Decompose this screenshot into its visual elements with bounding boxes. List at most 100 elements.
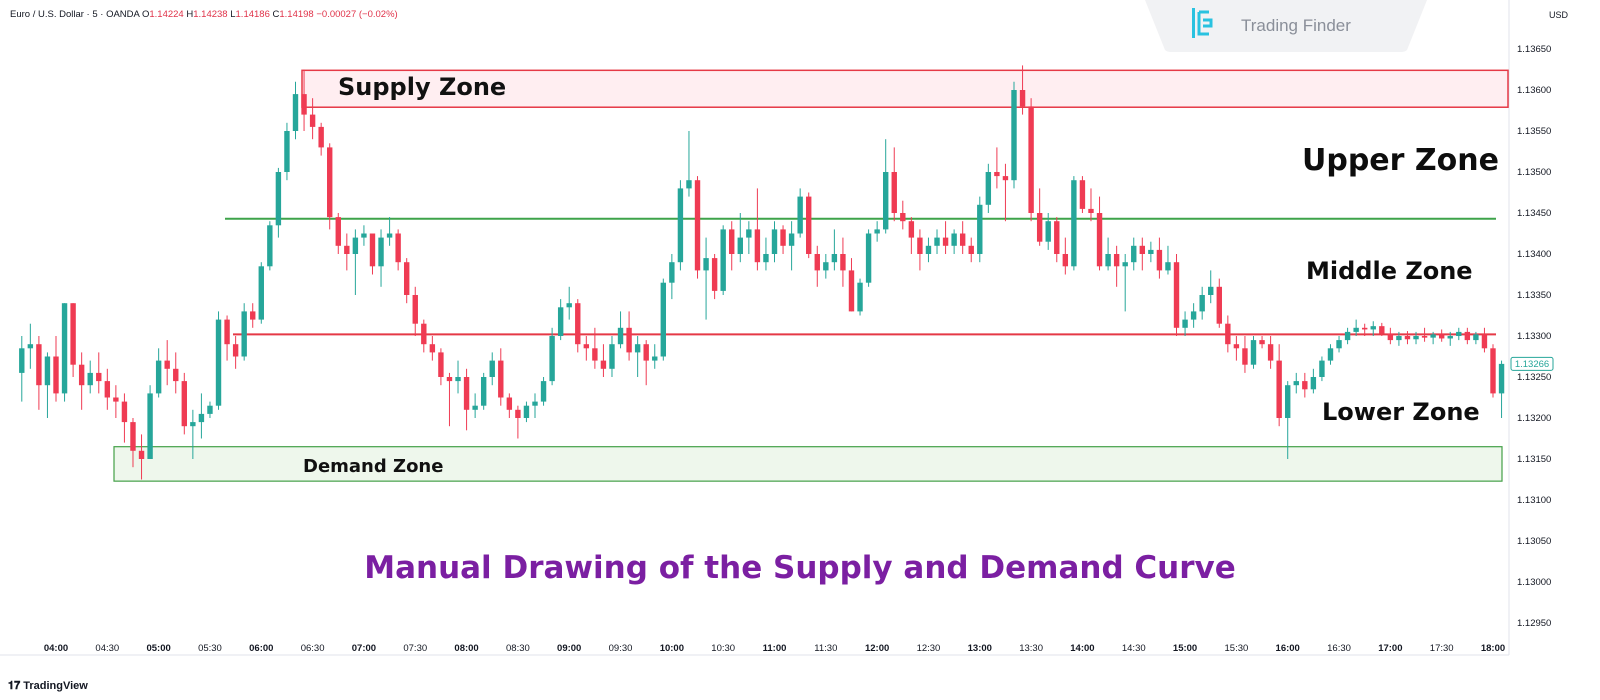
candle [609, 336, 615, 377]
candle [267, 221, 273, 271]
candle [258, 262, 264, 324]
current-price-tag-text: 1.13266 [1515, 359, 1549, 370]
candle [173, 352, 179, 394]
candle [27, 323, 34, 369]
candle [498, 348, 504, 406]
candle-body [1113, 254, 1120, 267]
candle [771, 221, 778, 263]
candle-body [1088, 208, 1094, 213]
candle-body [771, 229, 778, 254]
candle [797, 188, 803, 238]
high-value: 1.14238 [193, 9, 228, 20]
candle [1481, 327, 1488, 353]
candle [1011, 81, 1017, 189]
candle-body [1285, 385, 1291, 418]
candle [1208, 270, 1214, 304]
candle-body [814, 254, 820, 271]
candle-body [61, 303, 68, 394]
candle-body [1259, 340, 1265, 345]
candle-body [1481, 334, 1488, 349]
candle-body [1447, 336, 1453, 339]
candle-body [292, 94, 299, 131]
candle-body [1344, 331, 1351, 341]
candle-body [1327, 348, 1334, 361]
candle [506, 393, 513, 418]
candle-body [703, 258, 709, 271]
candle [1353, 319, 1359, 336]
candle [463, 368, 470, 431]
candle [1216, 278, 1222, 328]
candle [1379, 322, 1385, 336]
candle-body [155, 360, 162, 394]
candle-body [1233, 344, 1240, 349]
time-axis[interactable]: 04:00 04:30 05:00 05:30 06:00 06:30 07:00 07:30… [44, 643, 1505, 654]
candle-body [121, 401, 128, 423]
candle [900, 200, 906, 230]
candle-body [1045, 221, 1051, 242]
candle [1156, 237, 1163, 279]
time-tick-label: 13:00 [968, 643, 992, 654]
tradingview-footer[interactable]: 𝟏𝟕 TradingView [8, 680, 88, 693]
candle-body [583, 344, 590, 349]
candle-body [1473, 334, 1479, 341]
candle [891, 147, 897, 222]
supply-zone-label: Supply Zone [338, 73, 506, 101]
candle [344, 233, 350, 271]
candle [1456, 327, 1462, 341]
candle [660, 278, 667, 361]
price-tick-label: 1.13100 [1517, 495, 1551, 506]
candle-body [1028, 106, 1034, 213]
candle [857, 278, 863, 316]
candle [925, 237, 932, 263]
candle [1233, 336, 1240, 361]
candle [959, 221, 966, 254]
candle-body [677, 188, 684, 263]
candle-body [1413, 336, 1419, 340]
candle [1079, 176, 1086, 213]
candle-body [746, 229, 752, 238]
candle [763, 237, 769, 271]
candle-body [840, 254, 846, 271]
candle [1438, 329, 1445, 342]
demand-zone-rect [113, 446, 1503, 482]
time-tick-label: 11:00 [763, 643, 787, 654]
candle [583, 336, 590, 361]
candle-body [1242, 348, 1248, 365]
candle [1028, 98, 1034, 222]
candle [421, 319, 427, 353]
candle [164, 340, 170, 386]
candle [352, 229, 359, 295]
candle [1242, 336, 1248, 373]
candle-body [258, 266, 264, 320]
candle-body [780, 229, 786, 246]
candle-body [1011, 90, 1017, 181]
candle-body [942, 237, 949, 246]
candle [669, 254, 675, 300]
candle [814, 245, 820, 287]
price-tick-label: 1.13500 [1517, 167, 1551, 178]
candle [874, 221, 880, 242]
time-tick-label: 17:30 [1430, 643, 1454, 654]
candle-body [1096, 213, 1103, 267]
close-value: 1.14198 [279, 9, 314, 20]
candle [942, 221, 949, 254]
candle [275, 167, 282, 238]
time-tick-label: 06:30 [301, 643, 325, 654]
candle [335, 213, 341, 254]
candle-body [198, 413, 205, 423]
candle-body [694, 180, 701, 271]
candle [754, 188, 761, 271]
candle-body [1190, 311, 1197, 320]
candle [309, 98, 316, 140]
candle-body [1036, 213, 1043, 242]
candle-body [1131, 245, 1137, 263]
candle-body [275, 172, 282, 226]
candle-body [284, 131, 290, 172]
candle [438, 348, 444, 386]
candle-body [36, 344, 42, 386]
candle [908, 217, 915, 254]
price-axis[interactable]: 1.13650 1.13600 1.13550 1.13500 1.13450 1.134… [1517, 44, 1551, 629]
change-value: −0.00027 (−0.02%) [316, 9, 398, 20]
candle [686, 131, 692, 197]
